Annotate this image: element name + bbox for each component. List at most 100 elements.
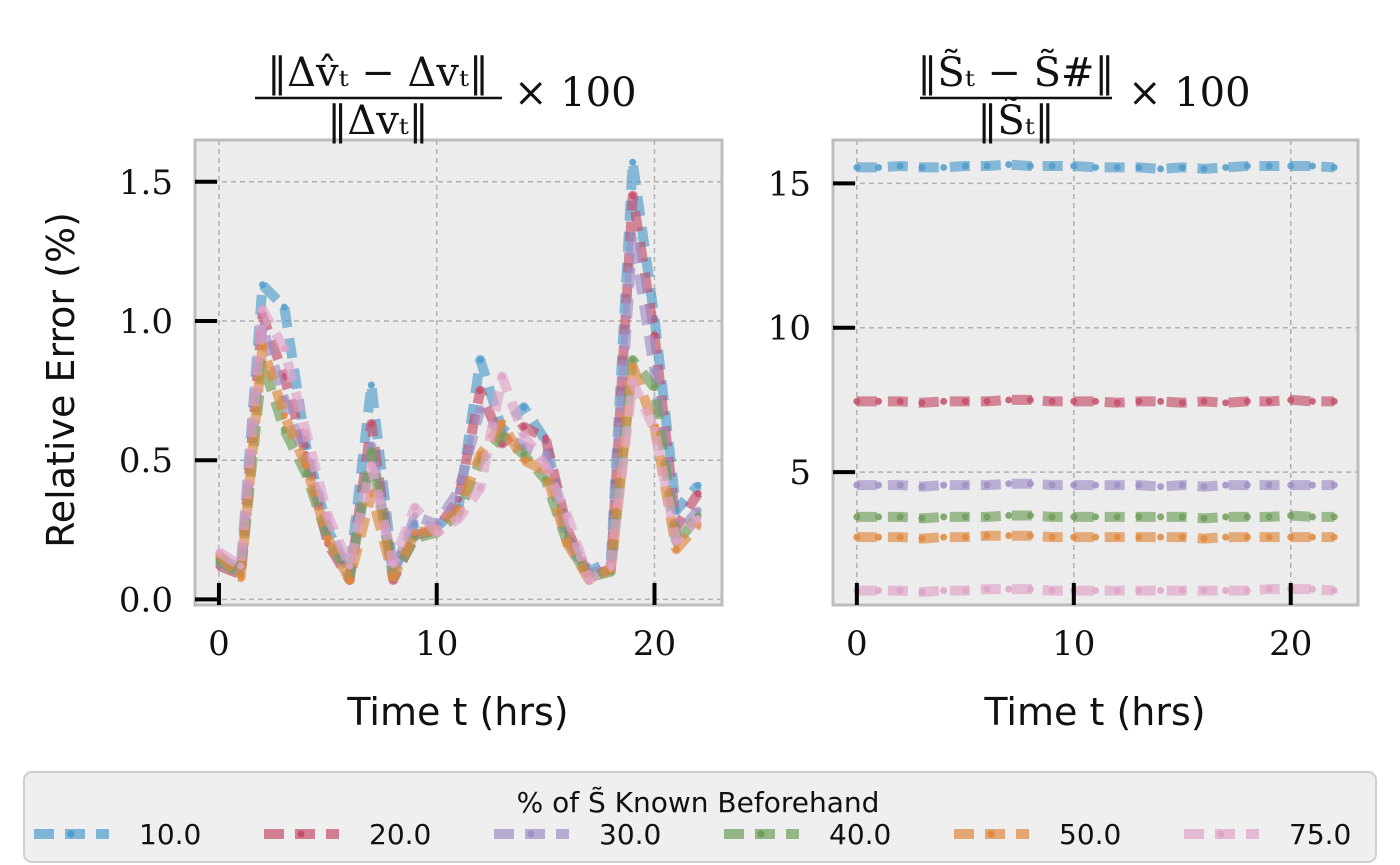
right-point-75.0	[1330, 587, 1338, 595]
right-point-10.0	[1222, 163, 1230, 171]
right-point-10.0	[1048, 162, 1056, 170]
legend-label-75.0: 75.0	[1289, 818, 1351, 851]
legend-marker-30.0	[527, 830, 535, 838]
right-point-30.0	[1157, 483, 1165, 491]
left-point-75.0	[302, 428, 310, 436]
right-point-10.0	[1070, 162, 1078, 170]
right-point-30.0	[1178, 481, 1186, 489]
right-series-line-10.0	[856, 159, 1335, 174]
left-point-40.0	[629, 356, 637, 364]
right-point-10.0	[1113, 163, 1121, 171]
left-point-75.0	[476, 484, 484, 492]
right-point-20.0	[1200, 397, 1208, 405]
left-point-75.0	[585, 576, 593, 584]
right-point-30.0	[1330, 481, 1338, 489]
right-point-50.0	[1135, 533, 1143, 541]
right-point-30.0	[1200, 483, 1208, 491]
right-point-75.0	[896, 587, 904, 595]
right-point-40.0	[875, 513, 883, 521]
right-point-50.0	[961, 533, 969, 541]
right-point-75.0	[1200, 587, 1208, 595]
left-point-75.0	[455, 515, 462, 523]
left-y-tick-label: 1.5	[119, 163, 173, 203]
right-point-75.0	[1026, 585, 1034, 593]
right-point-75.0	[1222, 587, 1230, 595]
right-point-10.0	[1178, 163, 1186, 171]
left-point-75.0	[498, 373, 506, 381]
right-point-30.0	[961, 481, 969, 489]
right-point-75.0	[875, 587, 883, 595]
left-point-10.0	[520, 403, 528, 411]
right-series-line-20.0	[856, 394, 1335, 408]
left-point-75.0	[563, 512, 571, 520]
left-point-40.0	[520, 451, 528, 459]
right-point-50.0	[853, 533, 861, 541]
left-point-50.0	[498, 420, 506, 428]
right-point-30.0	[853, 481, 861, 489]
left-point-50.0	[324, 534, 332, 542]
right-point-40.0	[1287, 511, 1295, 519]
left-point-75.0	[367, 462, 375, 470]
right-y-tick-label: 15	[768, 164, 811, 204]
left-point-75.0	[215, 548, 223, 556]
left-point-75.0	[433, 529, 441, 537]
right-point-20.0	[1026, 396, 1034, 404]
right-title-numerator: ‖S̃ₜ − S̃#‖	[917, 49, 1114, 96]
right-point-30.0	[875, 481, 883, 489]
right-point-10.0	[875, 163, 883, 171]
legend-marker-40.0	[757, 830, 765, 838]
left-point-50.0	[629, 362, 637, 370]
right-y-tick-label: 10	[768, 309, 811, 349]
right-point-10.0	[896, 162, 904, 170]
left-point-10.0	[367, 381, 375, 389]
left-point-75.0	[280, 345, 288, 353]
right-point-50.0	[1330, 533, 1338, 541]
left-series-line-20.0	[217, 190, 703, 585]
right-point-75.0	[1178, 587, 1186, 595]
right-point-30.0	[940, 481, 948, 489]
right-point-20.0	[961, 397, 969, 405]
right-point-30.0	[1026, 480, 1034, 488]
right-series-line-50.0	[856, 530, 1335, 544]
right-point-40.0	[853, 513, 861, 521]
right-point-20.0	[1092, 397, 1099, 405]
right-point-40.0	[1178, 513, 1186, 521]
left-point-10.0	[629, 158, 637, 166]
right-point-50.0	[1200, 535, 1208, 543]
left-y-tick-label: 0.5	[119, 441, 173, 481]
left-point-50.0	[346, 576, 354, 584]
right-point-75.0	[1135, 587, 1143, 595]
right-point-40.0	[961, 513, 969, 521]
left-point-30.0	[476, 406, 484, 414]
right-x-tick-label: 20	[1269, 624, 1312, 664]
legend-label-40.0: 40.0	[829, 818, 891, 851]
right-point-20.0	[853, 397, 861, 405]
right-point-50.0	[1265, 533, 1273, 541]
right-title-suffix: × 100	[1128, 70, 1251, 116]
right-point-10.0	[961, 162, 969, 170]
right-point-10.0	[1287, 162, 1295, 170]
right-point-50.0	[1308, 533, 1316, 541]
right-point-50.0	[1005, 532, 1013, 540]
right-point-10.0	[1243, 162, 1251, 170]
right-point-40.0	[983, 513, 991, 521]
right-point-10.0	[940, 163, 948, 171]
right-point-20.0	[1157, 397, 1165, 405]
right-point-20.0	[1330, 397, 1338, 405]
right-point-40.0	[1005, 511, 1013, 519]
right-point-30.0	[1135, 481, 1143, 489]
right-point-20.0	[1178, 399, 1186, 407]
right-point-50.0	[875, 533, 883, 541]
right-point-20.0	[1265, 397, 1273, 405]
right-point-30.0	[1092, 481, 1099, 489]
left-point-20.0	[367, 420, 375, 428]
left-point-10.0	[280, 303, 288, 311]
right-point-75.0	[1048, 587, 1056, 595]
right-x-tick-label: 10	[1052, 624, 1095, 664]
legend-label-30.0: 30.0	[599, 818, 661, 851]
right-point-30.0	[1265, 481, 1273, 489]
right-point-20.0	[1287, 396, 1295, 404]
left-title-suffix: × 100	[514, 70, 637, 116]
legend-marker-75.0	[1217, 830, 1225, 838]
right-point-10.0	[1092, 163, 1099, 171]
